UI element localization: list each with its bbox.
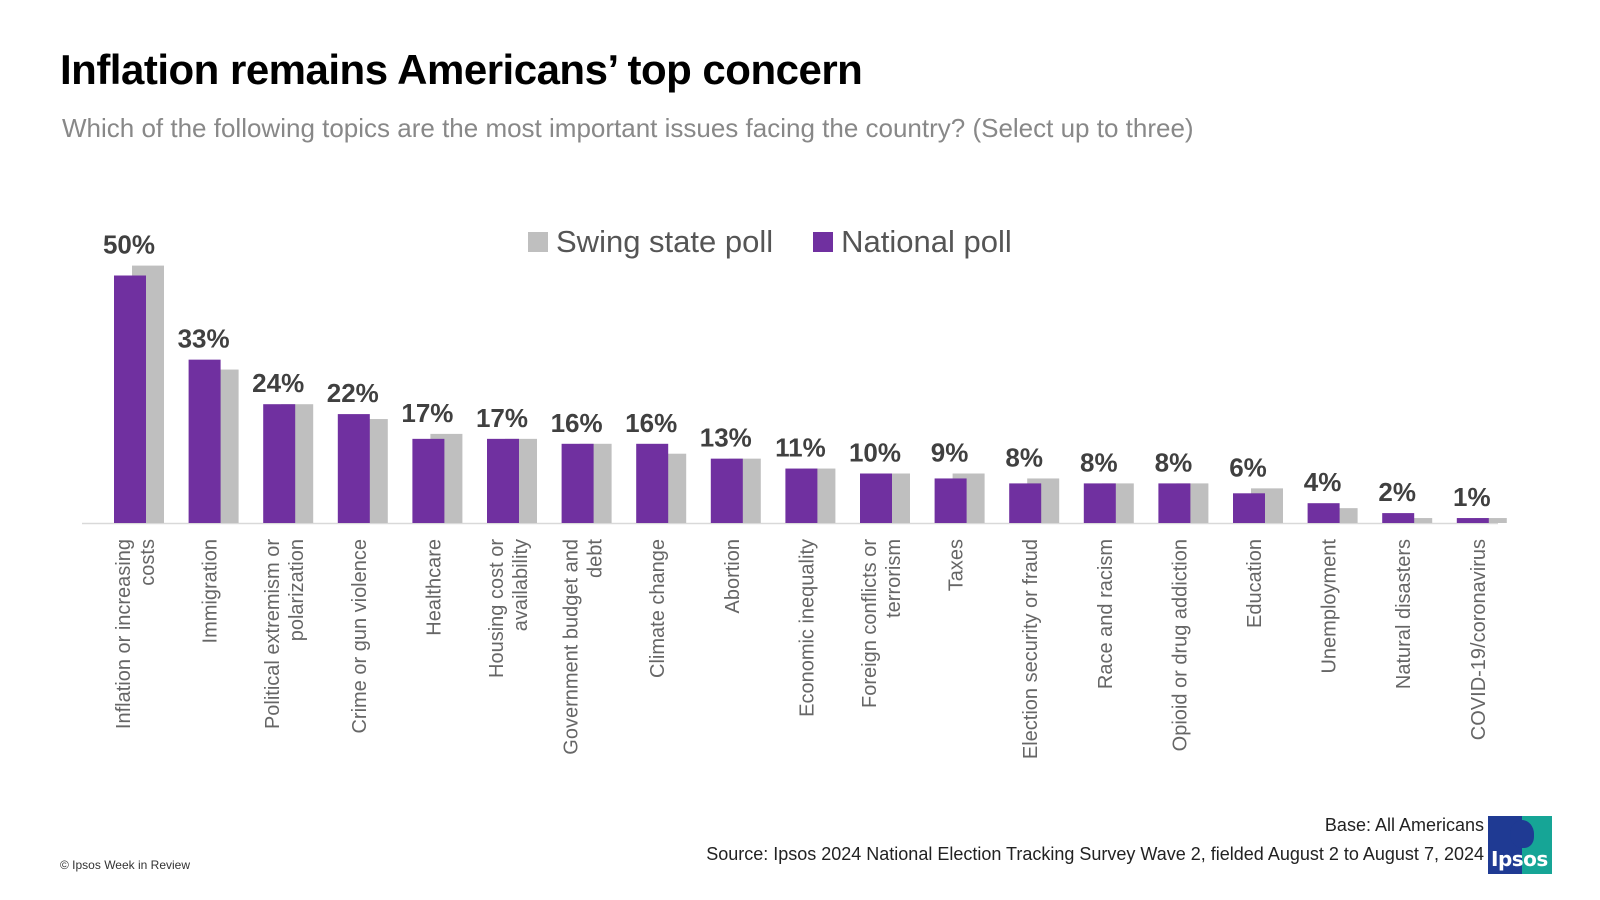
- data-label-15: 6%: [1229, 452, 1267, 482]
- bar-swing-17: [1400, 518, 1433, 523]
- data-label-17: 2%: [1378, 477, 1416, 507]
- bar-national-5: [487, 438, 519, 523]
- category-label-0: Inflation or increasing costs: [113, 539, 159, 729]
- bar-national-8: [710, 458, 743, 523]
- bar-national-10: [860, 473, 892, 523]
- legend-item-national: National poll: [813, 224, 1012, 260]
- chart-title: Inflation remains Americans’ top concern: [60, 46, 863, 93]
- source-note: Source: Ipsos 2024 National Election Tra…: [706, 844, 1484, 864]
- bar-national-13: [1083, 483, 1116, 523]
- category-label-9: Economic inequality: [796, 539, 818, 717]
- bar-national-12: [1009, 483, 1042, 523]
- bar-national-18: [1456, 518, 1489, 523]
- data-label-1: 33%: [178, 324, 230, 354]
- bar-national-9: [785, 468, 818, 523]
- category-label-14: Opioid or drug addiction: [1169, 539, 1191, 751]
- bar-national-11: [934, 478, 967, 523]
- category-label-12: Election security or fraud: [1020, 539, 1042, 759]
- data-label-5: 17%: [476, 403, 528, 433]
- data-label-14: 8%: [1155, 447, 1193, 477]
- category-label-7: Climate change: [647, 539, 669, 678]
- bar-national-6: [561, 443, 594, 523]
- data-label-4: 17%: [401, 398, 453, 428]
- data-label-10: 10%: [849, 438, 901, 468]
- category-label-4: Healthcare: [423, 539, 445, 636]
- data-label-0: 50%: [103, 230, 155, 260]
- data-label-11: 9%: [931, 438, 969, 468]
- bar-national-7: [636, 443, 669, 523]
- data-label-6: 16%: [551, 408, 603, 438]
- category-label-5: Housing cost or availability: [486, 539, 532, 678]
- category-label-6: Government budget and debt: [561, 539, 607, 755]
- data-label-18: 1%: [1453, 482, 1491, 512]
- category-label-10: Foreign conflicts or terrorism: [859, 539, 905, 708]
- bar-national-4: [412, 438, 445, 523]
- data-label-12: 8%: [1005, 442, 1043, 472]
- data-label-3: 22%: [327, 378, 379, 408]
- category-label-18: COVID-19/coronavirus: [1468, 539, 1490, 740]
- category-label-3: Crime or gun violence: [349, 539, 371, 734]
- bar-national-1: [188, 359, 221, 523]
- data-label-13: 8%: [1080, 447, 1118, 477]
- legend-item-swing: Swing state poll: [528, 224, 773, 260]
- data-label-16: 4%: [1304, 467, 1342, 497]
- bar-national-14: [1158, 483, 1191, 523]
- data-label-7: 16%: [625, 408, 677, 438]
- category-label-15: Education: [1244, 539, 1266, 628]
- bar-national-17: [1382, 513, 1415, 523]
- data-label-9: 11%: [775, 433, 826, 463]
- category-label-16: Unemployment: [1319, 539, 1341, 674]
- category-label-11: Taxes: [946, 539, 968, 591]
- bar-national-2: [263, 404, 296, 523]
- category-label-1: Immigration: [200, 539, 222, 643]
- legend-swatch-national: [813, 232, 834, 252]
- legend-label-national: National poll: [841, 224, 1012, 259]
- category-label-17: Natural disasters: [1393, 539, 1415, 689]
- legend-swatch-swing: [528, 232, 548, 252]
- bar-swing-18: [1474, 518, 1507, 523]
- bar-chart: 50% Inflation or increasing costs 33% Immigr…: [82, 230, 1507, 759]
- data-label-2: 24%: [252, 368, 304, 398]
- bar-national-3: [337, 414, 370, 523]
- data-label-8: 13%: [700, 423, 752, 453]
- copyright-note: © Ipsos Week in Review: [60, 858, 191, 872]
- chart-legend: Swing state poll National poll: [528, 224, 1052, 260]
- bar-national-15: [1233, 493, 1265, 523]
- bar-national-0: [114, 275, 146, 523]
- base-note: Base: All Americans: [1324, 815, 1484, 835]
- category-label-8: Abortion: [722, 539, 744, 614]
- chart-subtitle: Which of the following topics are the mo…: [62, 113, 1194, 143]
- category-label-2: Political extremism or polarization: [262, 539, 308, 729]
- logo-text: Ipsos: [1491, 847, 1548, 871]
- category-label-13: Race and racism: [1095, 539, 1117, 689]
- legend-label-swing: Swing state poll: [556, 224, 774, 259]
- ipsos-logo: Ipsos: [1488, 816, 1552, 874]
- bar-national-16: [1307, 503, 1340, 523]
